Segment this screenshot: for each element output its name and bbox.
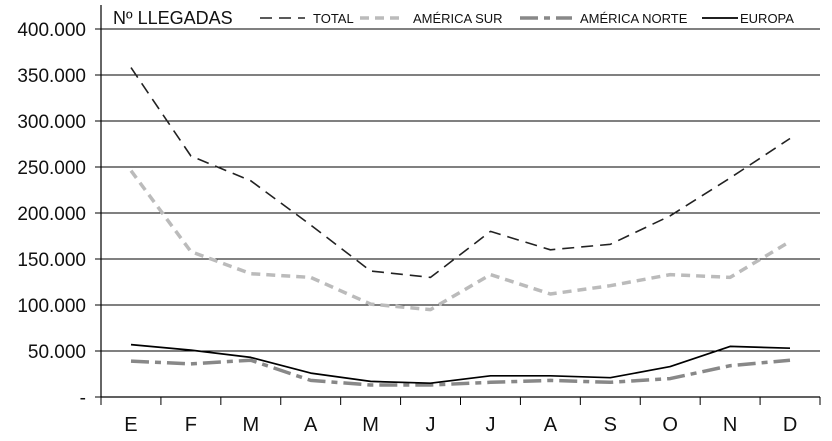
data-point (789, 359, 791, 361)
y-tick-label: 400.000 (17, 20, 86, 41)
data-point (729, 346, 731, 348)
data-point (789, 347, 791, 349)
data-point (430, 309, 432, 311)
data-point (190, 251, 192, 253)
data-point (669, 378, 671, 380)
data-point (310, 277, 312, 279)
x-tick-label: O (662, 414, 678, 436)
x-tick-label: M (362, 414, 379, 436)
legend-item: AMÉRICA SUR (360, 11, 503, 26)
x-tick-label: N (723, 414, 737, 436)
legend: TOTAL AMÉRICA SUR AMÉRICA NORTE EUROPA (260, 11, 794, 26)
data-point (609, 381, 611, 383)
data-point (310, 380, 312, 382)
gridlines (101, 28, 820, 352)
axes (95, 5, 821, 405)
legend-label: TOTAL (313, 11, 354, 26)
y-tick-label: 100.000 (17, 296, 86, 317)
x-tick-label: E (124, 414, 137, 436)
data-point (490, 381, 492, 383)
series-line-europa (130, 343, 791, 385)
data-point (310, 224, 312, 226)
data-point (190, 363, 192, 365)
data-point (490, 274, 492, 276)
legend-item: AMÉRICA NORTE (520, 11, 688, 26)
data-point (130, 344, 132, 346)
data-point (490, 231, 492, 233)
data-point (729, 365, 731, 367)
series-lines (129, 67, 791, 387)
data-point (190, 349, 192, 351)
data-point (250, 273, 252, 275)
data-point (550, 375, 552, 377)
data-point (250, 359, 252, 361)
data-point (370, 270, 372, 272)
data-point (550, 249, 552, 251)
data-point (370, 303, 372, 305)
x-tick-label: J (426, 414, 436, 436)
y-tick-label: 200.000 (17, 204, 86, 225)
data-point (550, 293, 552, 295)
data-point (669, 274, 671, 276)
series-line-total (130, 67, 791, 279)
x-tick-label: F (185, 414, 197, 436)
legend-label: AMÉRICA SUR (413, 11, 503, 26)
series-line-am-rica-norte (130, 358, 791, 387)
data-point (430, 277, 432, 279)
data-point (430, 384, 432, 386)
tick-labels: - 50.000 100.000 150.000 200.000 250.000 300.0… (17, 8, 797, 436)
data-point (130, 170, 132, 172)
x-tick-label: S (604, 414, 617, 436)
x-tick-label: A (544, 414, 558, 436)
y-tick-label: 250.000 (17, 158, 86, 179)
data-point (669, 366, 671, 368)
legend-label: AMÉRICA NORTE (580, 11, 688, 26)
y-tick-label: - (80, 388, 86, 409)
x-tick-label: M (242, 414, 259, 436)
data-point (130, 360, 132, 362)
data-point (789, 138, 791, 140)
data-point (609, 285, 611, 287)
data-point (190, 155, 192, 157)
legend-label: EUROPA (740, 11, 794, 26)
data-point (250, 180, 252, 182)
data-point (550, 380, 552, 382)
data-point (490, 375, 492, 377)
data-point (609, 243, 611, 245)
data-point (729, 277, 731, 279)
x-tick-label: D (783, 414, 797, 436)
y-tick-label: 350.000 (17, 66, 86, 87)
legend-item: TOTAL (260, 11, 354, 26)
y-tick-label: 300.000 (17, 112, 86, 133)
y-axis-label: Nº LLEGADAS (113, 8, 233, 28)
data-point (250, 357, 252, 359)
series-line-am-rica-sur (129, 169, 791, 312)
y-tick-label: 50.000 (28, 342, 86, 363)
y-tick-label: 150.000 (17, 250, 86, 271)
x-tick-label: A (304, 414, 318, 436)
data-point (310, 372, 312, 374)
x-tick-label: J (485, 414, 495, 436)
data-point (430, 382, 432, 384)
legend-item: EUROPA (702, 11, 794, 26)
data-point (130, 67, 132, 69)
data-point (669, 215, 671, 217)
data-point (789, 241, 791, 243)
data-point (370, 381, 372, 383)
data-point (729, 177, 731, 179)
data-point (370, 384, 372, 386)
data-point (609, 377, 611, 379)
